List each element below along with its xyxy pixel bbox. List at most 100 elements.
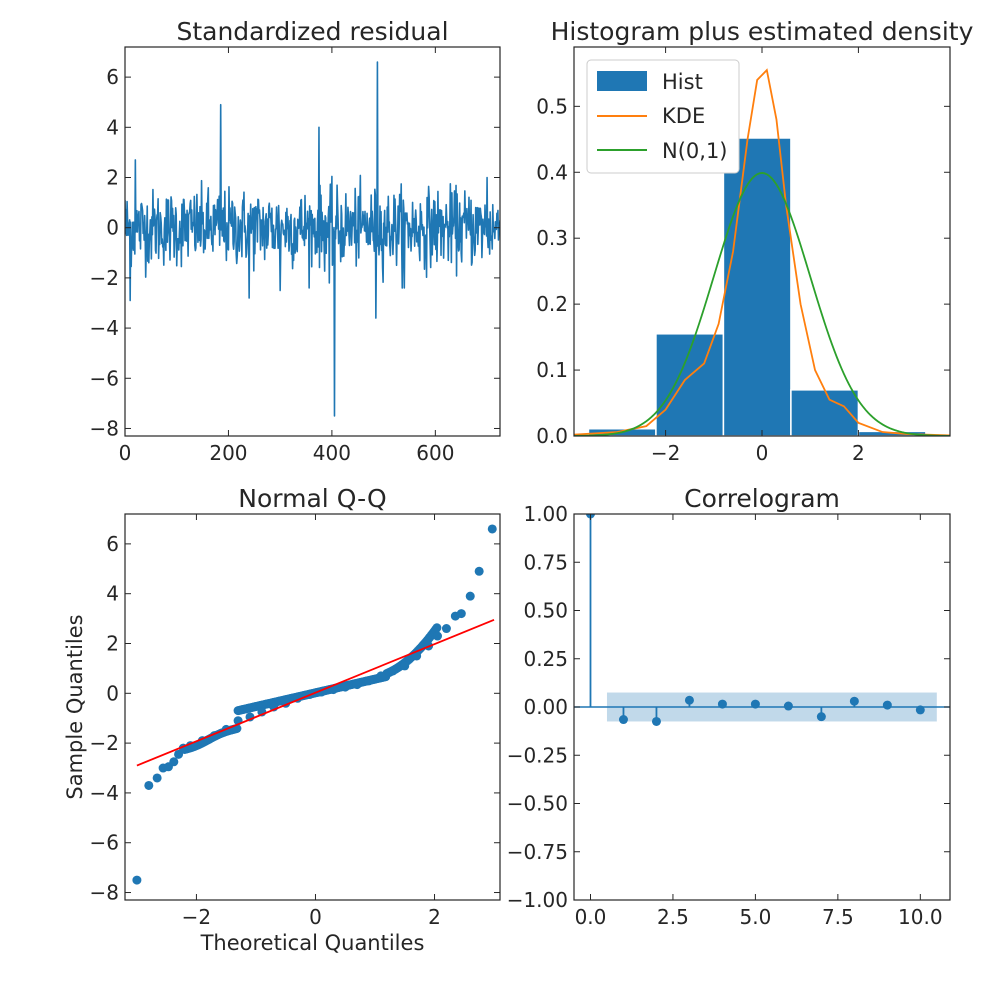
histogram-bar: [790, 389, 860, 436]
histogram-density-panel: −2 0 2 0.0 0.1 0.2 0.3 0.4 0.5 Histogram plus est…: [536, 17, 973, 465]
y-tick-label: 0.0: [536, 424, 568, 448]
y-tick-label: −2: [90, 266, 119, 290]
acf-marker: [849, 696, 859, 706]
y-tick-label: 0.75: [523, 550, 568, 574]
x-tick-label: 2: [852, 441, 865, 465]
residual-line: [125, 61, 500, 417]
qq-point: [169, 757, 179, 767]
qq-point: [328, 685, 338, 695]
plot-area: [125, 61, 500, 417]
y-tick-label: 0.25: [523, 647, 568, 671]
qq-point: [400, 661, 410, 671]
x-tick-label: −2: [651, 441, 680, 465]
panel-title: Correlogram: [684, 484, 840, 513]
x-tick-label: 0: [756, 441, 769, 465]
acf-marker: [684, 695, 694, 705]
axes-frame: [124, 513, 501, 901]
legend-hist-label: Hist: [662, 70, 703, 94]
acf-marker: [618, 715, 628, 725]
x-tick-label: 2.5: [657, 905, 689, 929]
legend-hist-swatch: [597, 71, 647, 91]
x-tick-label: 0.0: [575, 905, 607, 929]
y-tick-label: 0: [106, 681, 119, 705]
y-tick-label: −0.75: [507, 840, 568, 864]
normal-qq-panel: −2 0 2 −8 −6 −4 −2 0 2 4 6 Normal Q-Q Theoretical Qu…: [63, 484, 501, 955]
correlogram-panel: 0.0 2.5 5.0 7.5 10.0 −1.00 −0.75 −0.50 −0.25 0.00…: [507, 484, 951, 929]
legend: Hist KDE N(0,1): [586, 59, 740, 174]
y-tick-label: 1.00: [523, 502, 568, 526]
y-tick-label: −2: [90, 731, 119, 755]
acf-marker: [882, 700, 892, 710]
qq-point: [412, 651, 422, 661]
y-tick-label: 2: [106, 631, 119, 655]
qq-point: [132, 875, 142, 885]
y-tick-label: −6: [90, 366, 119, 390]
qq-point: [487, 524, 497, 534]
x-tick-label: 0: [309, 905, 322, 929]
x-tick-label: 200: [209, 441, 247, 465]
qq-point: [432, 623, 442, 633]
x-tick-label: 2: [428, 905, 441, 929]
plot-area: [574, 514, 950, 726]
y-tick-label: 0.1: [536, 358, 568, 382]
qq-point: [388, 666, 398, 676]
x-tick-label: 5.0: [739, 905, 771, 929]
x-tick-label: 0: [119, 441, 132, 465]
x-tick-label: 7.5: [822, 905, 854, 929]
plot-area: [132, 524, 497, 885]
panel-title: Histogram plus estimated density: [551, 17, 974, 46]
y-tick-label: −6: [90, 831, 119, 855]
qq-point: [433, 631, 442, 641]
legend-kde-label: KDE: [662, 104, 705, 128]
y-tick-label: −4: [90, 316, 119, 340]
qq-point: [144, 780, 154, 790]
y-tick-label: −8: [90, 881, 119, 905]
y-tick-label: 0: [106, 216, 119, 240]
acf-marker: [651, 716, 661, 726]
qq-point: [376, 671, 386, 681]
y-tick-label: 0.00: [523, 695, 568, 719]
plot-area: [574, 68, 950, 436]
qq-point: [465, 591, 475, 601]
y-tick-label: 6: [106, 532, 119, 556]
qq-reference-line: [136, 619, 495, 767]
qq-point: [364, 676, 374, 686]
acf-marker: [915, 705, 925, 715]
qq-point: [456, 609, 466, 619]
qq-point: [441, 624, 451, 634]
qq-point: [474, 566, 484, 576]
histogram-bar: [722, 137, 792, 436]
qq-point: [340, 682, 350, 692]
acf-marker: [717, 699, 727, 709]
y-tick-label: 0.50: [523, 599, 568, 623]
y-tick-label: 0.5: [536, 94, 568, 118]
acf-marker: [783, 701, 793, 711]
kde-line: [574, 68, 950, 436]
y-tick-label: 4: [106, 115, 119, 139]
qq-point: [174, 749, 184, 759]
y-tick-label: −0.25: [507, 743, 568, 767]
panel-title: Normal Q-Q: [238, 484, 386, 513]
y-tick-label: 6: [106, 65, 119, 89]
y-tick-label: −0.50: [507, 792, 568, 816]
y-tick-label: 0.4: [536, 160, 568, 184]
x-axis-label: Theoretical Quantiles: [200, 931, 425, 955]
y-tick-label: −8: [90, 416, 119, 440]
axes-frame: [124, 46, 501, 437]
y-tick-label: 0.2: [536, 292, 568, 316]
y-tick-label: −1.00: [507, 888, 568, 912]
acf-marker: [750, 699, 760, 709]
y-tick-label: 0.3: [536, 226, 568, 250]
y-tick-label: −4: [90, 781, 119, 805]
acf-marker: [816, 712, 826, 722]
x-tick-label: 10.0: [898, 905, 943, 929]
y-tick-label: 2: [106, 166, 119, 190]
x-tick-label: −2: [182, 905, 211, 929]
x-tick-label: 400: [313, 441, 351, 465]
y-axis-label: Sample Quantiles: [63, 614, 87, 799]
panel-title: Standardized residual: [176, 17, 448, 46]
x-tick-label: 600: [416, 441, 454, 465]
qq-point: [352, 680, 362, 690]
legend-normal-label: N(0,1): [662, 139, 728, 163]
